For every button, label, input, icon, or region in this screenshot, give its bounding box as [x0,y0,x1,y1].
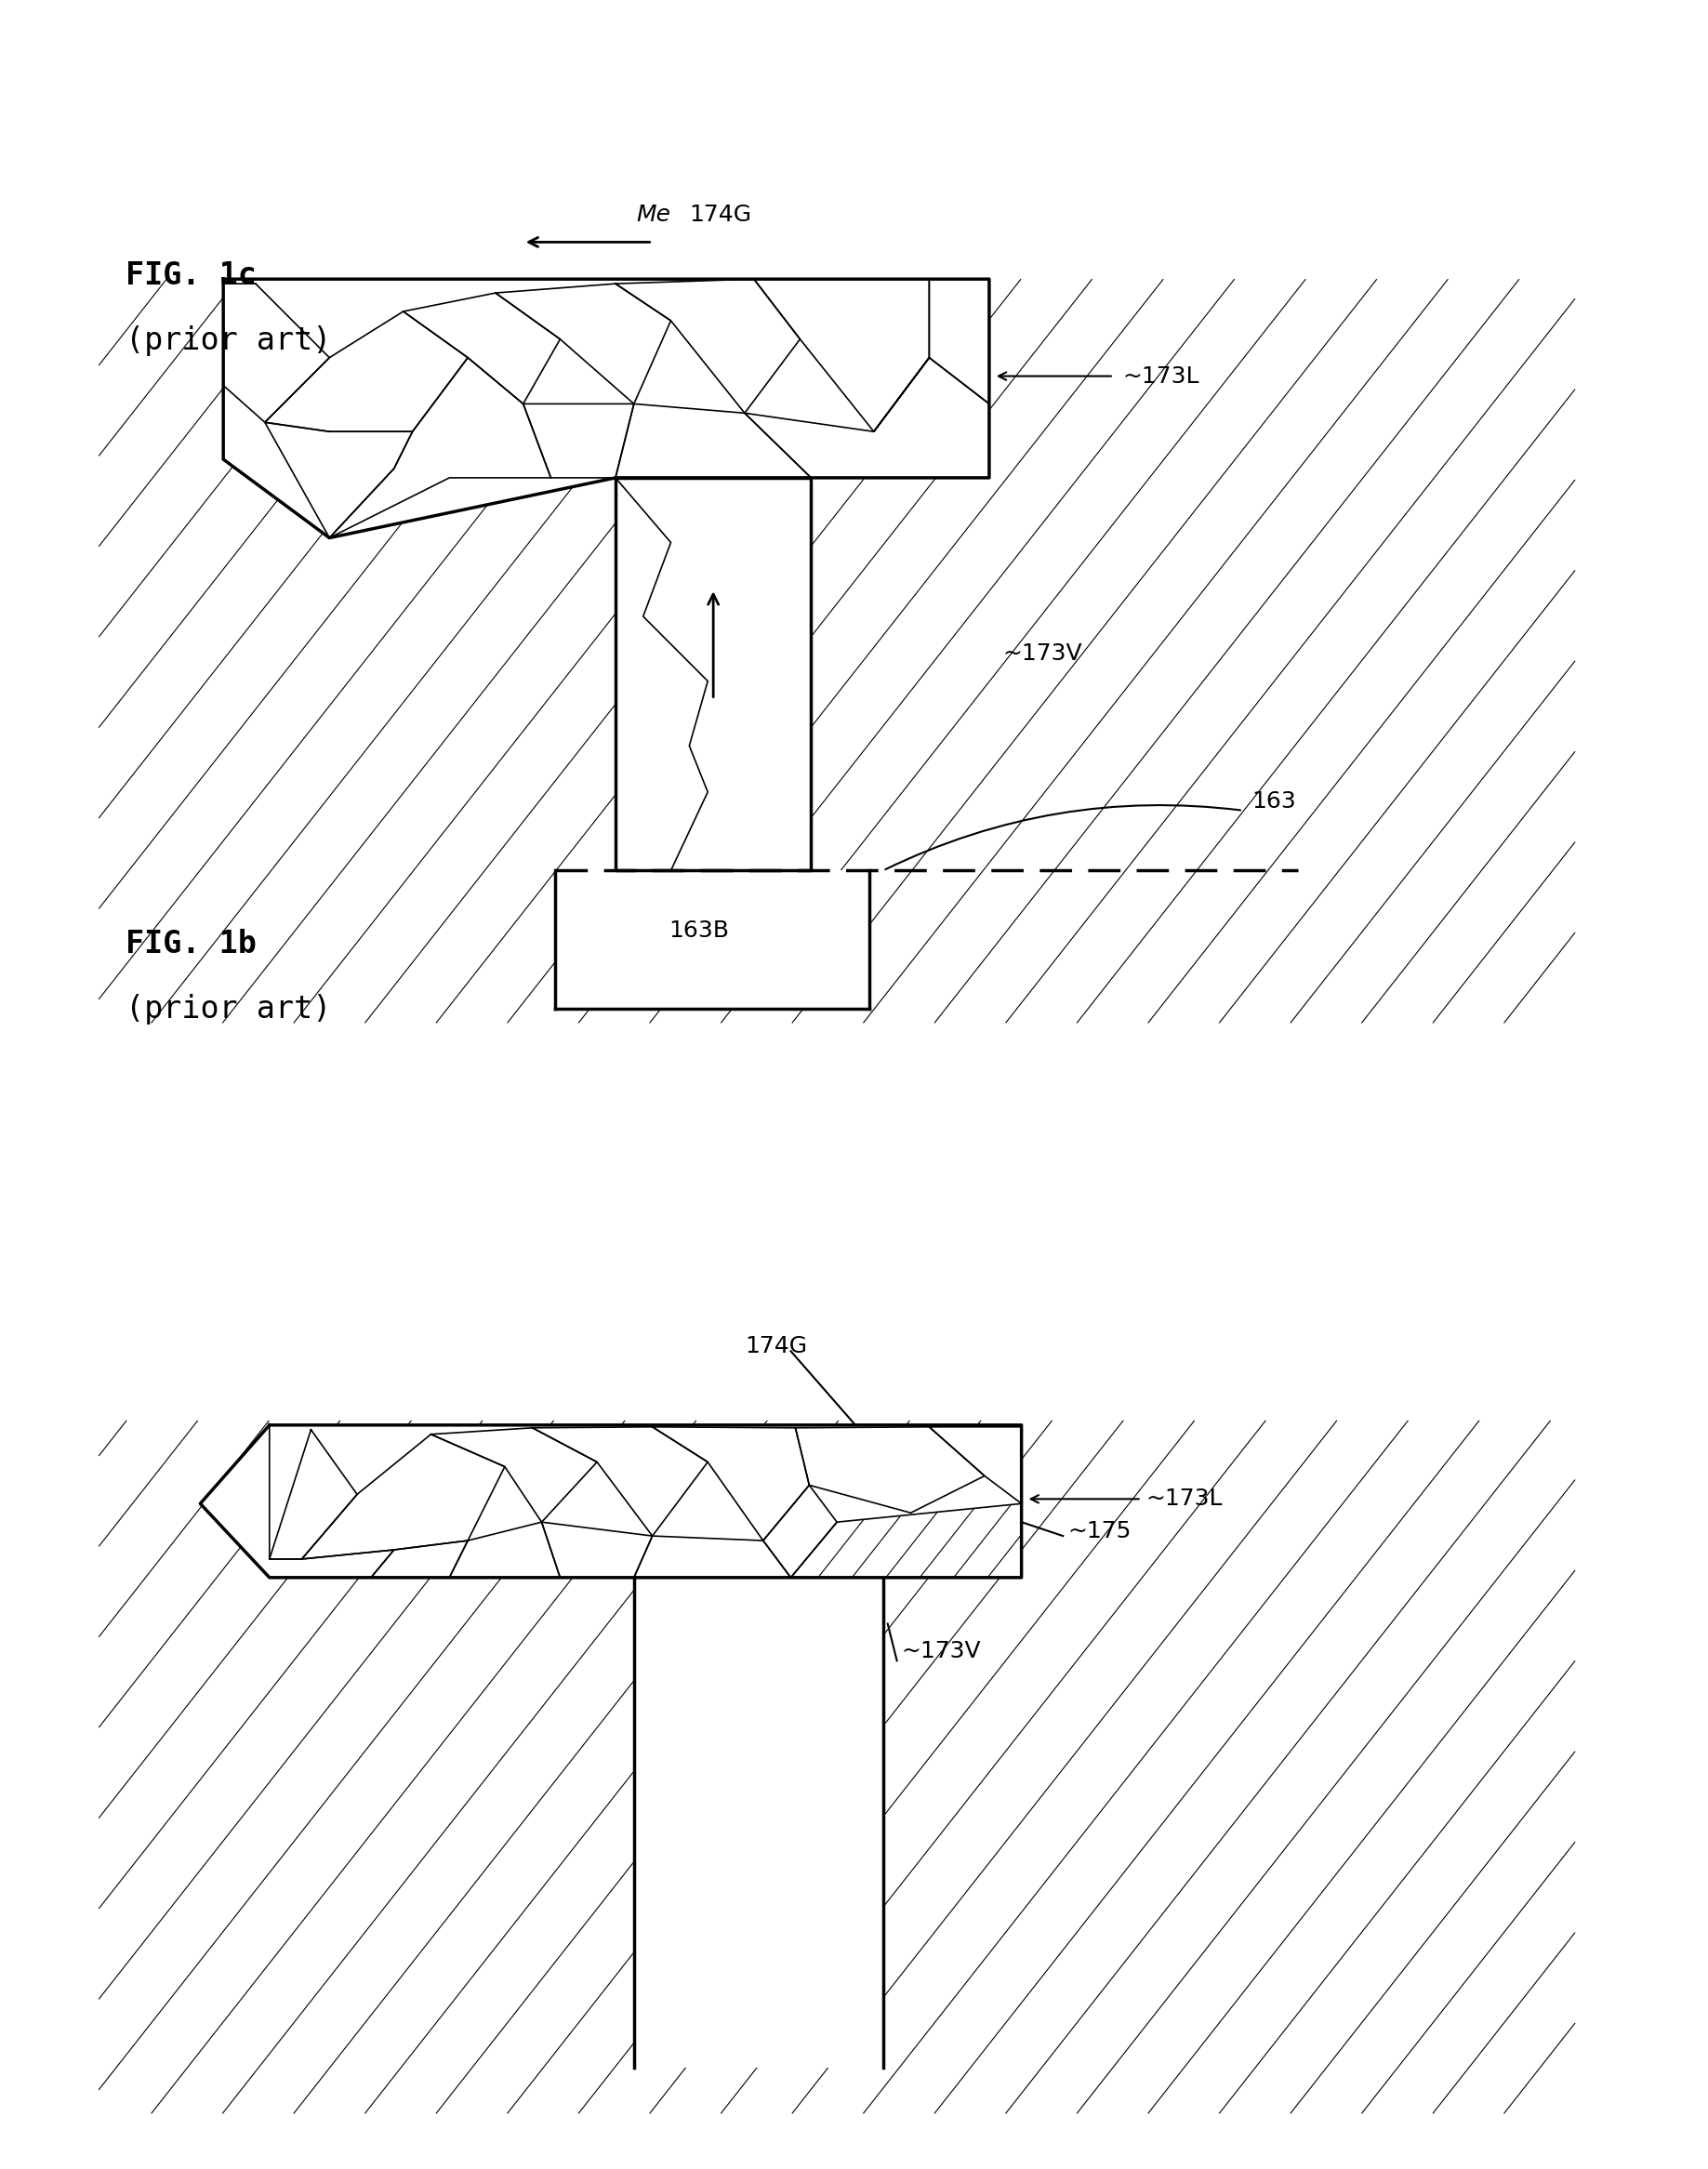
Text: ~173L: ~173L [1146,1488,1223,1510]
Polygon shape [224,280,989,538]
Text: ~173L: ~173L [1122,364,1199,388]
Text: Me: Me [637,204,671,226]
Polygon shape [634,1577,883,2067]
Text: (prior art): (prior art) [125,993,331,1024]
Text: (prior art): (prior art) [125,325,331,356]
Polygon shape [200,1425,1021,1577]
Text: 174G: 174G [690,204,752,226]
Text: 174G: 174G [745,1336,806,1358]
Text: ~173V: ~173V [902,1640,980,1664]
Text: 163B: 163B [668,920,729,941]
Text: FIG. 1b: FIG. 1b [125,928,256,959]
Text: FIG. 1c: FIG. 1c [125,260,256,291]
Polygon shape [791,1503,1021,1577]
Text: ~173V: ~173V [1003,642,1083,664]
Text: ~175: ~175 [1068,1520,1131,1542]
Polygon shape [615,477,811,870]
Polygon shape [555,870,869,1009]
Text: 163: 163 [1252,790,1296,813]
